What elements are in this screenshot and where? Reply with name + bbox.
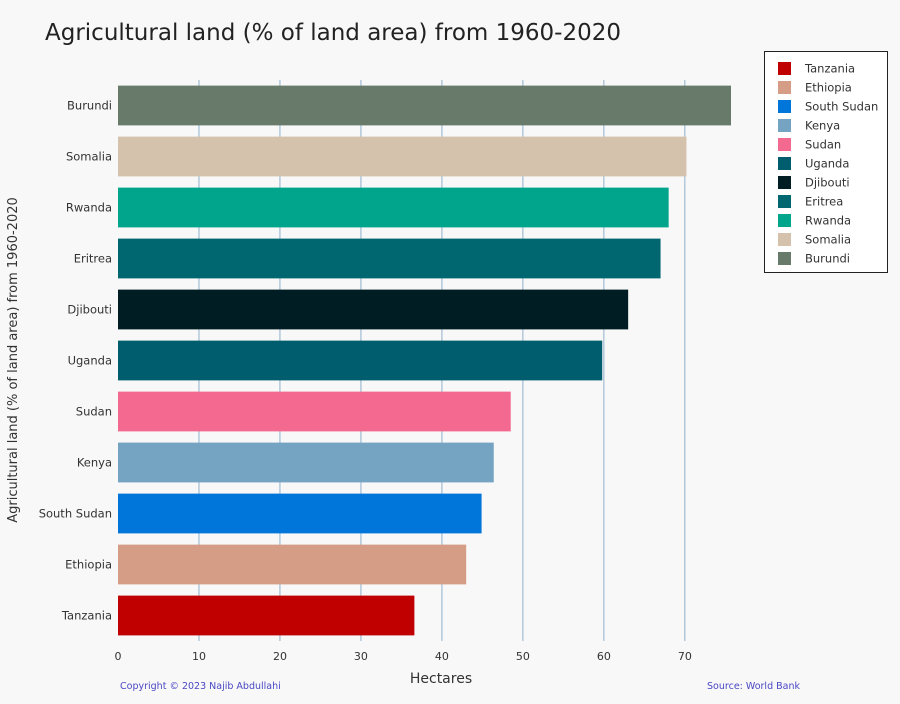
legend-entry: South Sudan [805,100,878,114]
y-tick-label: Tanzania [61,609,112,623]
y-tick-labels: Tanzania Ethiopia South Sudan Kenya Sudan Uga… [39,99,112,623]
legend-entry: Tanzania [804,62,855,76]
x-tick-label: 10 [192,650,206,663]
x-tick-labels: 0 10 20 30 40 50 60 70 [115,650,692,663]
legend-swatch [778,195,791,208]
legend-items: Tanzania Ethiopia South Sudan Kenya Sudan Uga… [778,62,878,266]
y-tick-label: Djibouti [67,303,112,317]
legend-swatch [778,81,791,94]
legend-entry: Ethiopia [805,81,852,95]
x-tick-label: 40 [435,650,449,663]
y-tick-label: Rwanda [66,201,112,215]
legend-entry: Djibouti [805,176,850,190]
y-tick-label: Burundi [67,99,112,113]
y-tick-label: Ethiopia [65,558,112,572]
bar-sudan [118,391,511,432]
y-tick-label: Somalia [66,150,112,164]
legend-swatch [778,119,791,132]
bar-rwanda [118,187,669,228]
legend-swatch [778,62,791,75]
legend-entry: Eritrea [805,195,843,209]
bar-burundi [118,85,731,126]
legend-swatch [778,138,791,151]
legend-entry: Kenya [805,119,840,133]
y-tick-label: Kenya [77,456,112,470]
legend-entry: Burundi [805,252,850,266]
chart-title: Agricultural land (% of land area) from … [45,20,621,46]
bar-uganda [118,340,603,381]
source-note: Source: World Bank [707,681,800,692]
legend-swatch [778,100,791,113]
y-axis-label: Agricultural land (% of land area) from … [6,197,21,523]
legend-entry: Uganda [805,157,849,171]
bars [118,85,731,636]
x-axis-label: Hectares [410,671,472,687]
bar-djibouti [118,289,629,330]
bar-eritrea [118,238,661,279]
x-tick-label: 20 [273,650,287,663]
x-tick-label: 50 [516,650,530,663]
x-tick-label: 0 [115,650,122,663]
x-tick-label: 70 [678,650,692,663]
x-tick-label: 30 [354,650,368,663]
x-tick-label: 60 [597,650,611,663]
legend-swatch [778,233,791,246]
y-tick-label: Uganda [68,354,112,368]
y-tick-label: Sudan [76,405,112,419]
legend: Tanzania Ethiopia South Sudan Kenya Sudan Uga… [764,51,888,273]
copyright-note: Copyright © 2023 Najib Abdullahi [120,681,281,692]
legend-entry: Somalia [805,233,851,247]
bar-ethiopia [118,544,467,585]
bar-somalia [118,136,687,177]
y-tick-label: South Sudan [39,507,112,521]
y-tick-label: Eritrea [74,252,112,266]
legend-entry: Rwanda [805,214,851,228]
bar-kenya [118,442,494,483]
legend-swatch [778,157,791,170]
bar-tanzania [118,595,415,636]
legend-swatch [778,214,791,227]
legend-entry: Sudan [805,138,841,152]
legend-swatch [778,252,791,265]
bar-south-sudan [118,493,482,534]
legend-swatch [778,176,791,189]
